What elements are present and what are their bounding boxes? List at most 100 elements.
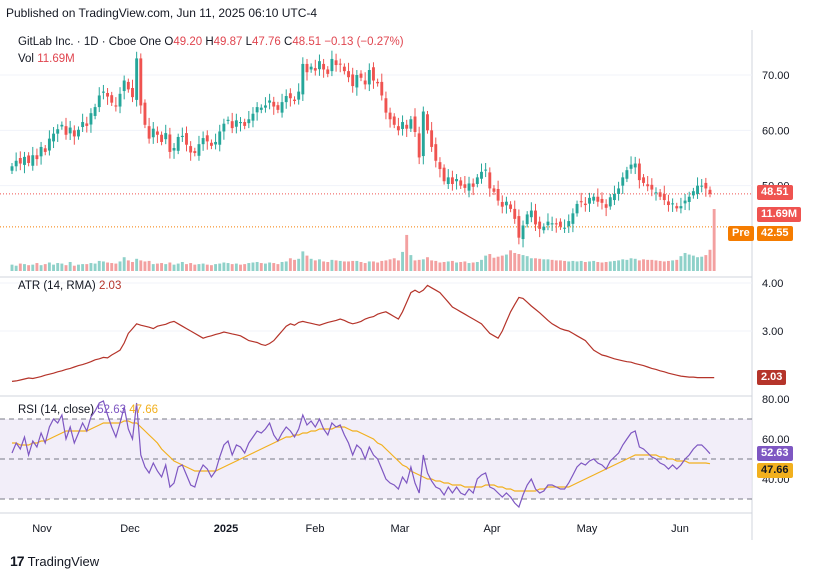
volume-bar [64, 265, 68, 271]
tradingview-brand[interactable]: 17 TradingView [10, 553, 99, 569]
candle-body [110, 95, 114, 103]
high-label: H [205, 36, 214, 48]
volume-bar [168, 262, 172, 271]
atr-label[interactable]: ATR (14, RMA) [18, 280, 96, 292]
price-tick-label: 60.00 [762, 125, 790, 137]
volume-bar [135, 258, 139, 271]
volume-bar [446, 261, 450, 271]
volume-bar [708, 249, 712, 271]
candle-body [101, 91, 105, 93]
volume-bar [575, 261, 579, 271]
candle-body [27, 155, 31, 163]
volume-bar [604, 261, 608, 271]
candle-body [567, 221, 571, 227]
volume-bar [280, 261, 284, 271]
candle-body [679, 206, 683, 209]
candlestick-series [10, 50, 712, 248]
candle-body [330, 58, 334, 72]
candle-body [521, 225, 525, 240]
candle-body [542, 226, 546, 231]
volume-value: 11.69M [37, 53, 75, 65]
candle-body [683, 200, 687, 204]
symbol-title[interactable]: GitLab Inc. · 1D · Cboe One [18, 36, 162, 48]
candle-body [305, 63, 309, 73]
volume-bar [421, 259, 425, 271]
candle-body [637, 163, 641, 181]
volume-bar [189, 263, 193, 271]
volume-bar [143, 261, 147, 271]
candle-body [247, 119, 251, 124]
volume-bar [72, 265, 76, 271]
candle-body [143, 102, 147, 125]
candle-body [413, 116, 417, 132]
volume-bar [380, 260, 384, 271]
low-value: 47.76 [252, 36, 281, 48]
volume-bar [222, 262, 226, 271]
volume-bar [455, 262, 459, 271]
atr-tag: 2.03 [757, 370, 787, 385]
volume-tag: 11.69M [757, 207, 802, 222]
candle-body [430, 130, 434, 147]
candle-body [612, 193, 616, 201]
candle-body [467, 183, 471, 191]
candle-body [205, 135, 209, 142]
candle-body [546, 221, 550, 226]
volume-bar [193, 264, 197, 271]
volume-bar [18, 263, 22, 271]
candle-body [209, 142, 213, 146]
volume-bar [93, 263, 97, 271]
rsi-line [11, 400, 711, 509]
volume-bar [288, 258, 292, 271]
rsi-ma-line [12, 420, 711, 492]
volume-bar [247, 263, 251, 271]
volume-bar [642, 259, 645, 271]
volume-bars [10, 209, 716, 271]
candle-body [421, 111, 425, 157]
volume-bar [118, 261, 122, 271]
candle-body [151, 128, 155, 138]
volume-bar [376, 262, 380, 271]
candle-body [251, 113, 255, 121]
rsi-label[interactable]: RSI (14, close) [18, 404, 95, 416]
volume-label[interactable]: Vol [18, 53, 34, 65]
candle-body [218, 131, 222, 145]
candle-body [222, 123, 226, 132]
volume-bar [417, 259, 421, 271]
candle-body [625, 170, 629, 179]
volume-bar [131, 261, 134, 271]
candle-body [168, 134, 172, 152]
candle-body [39, 146, 43, 157]
atr-tick-label: 4.00 [762, 278, 783, 290]
x-tick-label: Jun [671, 523, 689, 535]
candle-body [463, 184, 467, 188]
volume-bar [471, 262, 475, 271]
volume-bar [43, 264, 47, 271]
volume-bar [330, 259, 334, 271]
candle-body [629, 164, 633, 169]
volume-bar [284, 261, 288, 271]
open-value: 49.20 [173, 36, 203, 48]
volume-bar [401, 251, 404, 271]
volume-bar [97, 260, 101, 271]
volume-bar [700, 256, 704, 271]
candle-body [31, 155, 35, 166]
volume-bar [637, 260, 641, 271]
volume-bar [10, 264, 14, 271]
candle-body [259, 107, 263, 110]
high-value: 49.87 [213, 36, 243, 48]
volume-bar [438, 262, 442, 271]
candle-body [355, 75, 359, 88]
volume-bar [126, 260, 130, 271]
tradingview-logo-icon: 17 [10, 553, 25, 569]
candle-body [97, 95, 101, 108]
candle-body [334, 60, 338, 66]
volume-bar [662, 261, 666, 271]
candle-body [571, 213, 575, 224]
volume-bar [180, 261, 184, 271]
candle-body [488, 172, 492, 189]
candle-body [459, 180, 463, 186]
volume-bar [538, 258, 542, 271]
volume-bar [110, 263, 114, 271]
volume-bar [392, 258, 396, 271]
